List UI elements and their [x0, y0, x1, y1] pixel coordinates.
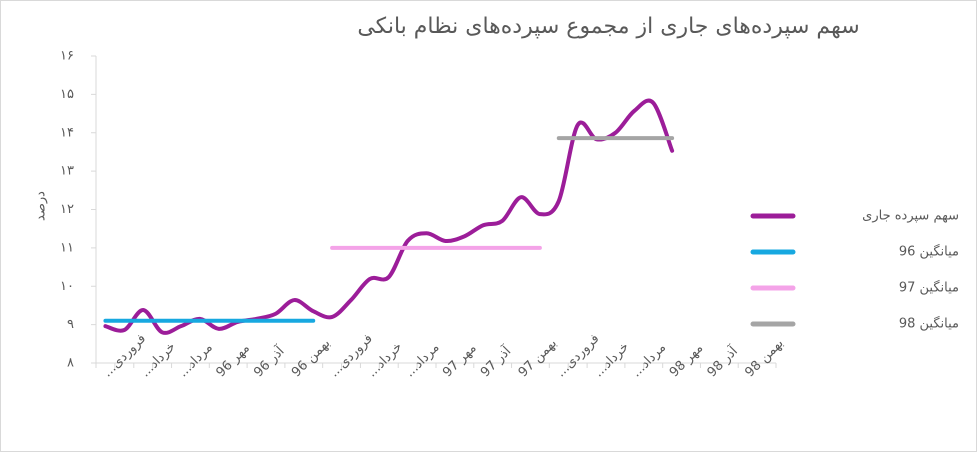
y-tick-label: ۱۰	[60, 279, 74, 294]
y-tick-label: ۸	[67, 356, 74, 371]
y-tick-label: ۱۶	[60, 49, 74, 64]
x-tick-label: آذر 97	[477, 342, 516, 381]
x-tick-label: آذر 96	[250, 342, 289, 381]
x-tick-label: مهر 98	[667, 341, 706, 380]
y-tick-label: ۱۵	[60, 87, 74, 102]
x-tick-label: آذر 98	[703, 342, 742, 381]
y-tick-label: ۱۱	[60, 240, 74, 255]
x-tick-label: بهمن 97	[516, 336, 560, 380]
x-tick-label: مهر 96	[213, 341, 252, 380]
legend-label: سهم سپرده جاری	[862, 209, 959, 224]
y-tick-label: ۱۲	[60, 202, 74, 217]
x-tick-label: مرداد...	[402, 340, 442, 380]
legend-label: میانگین 97	[899, 280, 959, 296]
x-tick-label: بهمن 96	[289, 336, 333, 380]
y-tick-label: ۱۴	[60, 125, 74, 140]
legend-label: میانگین 98	[899, 316, 959, 332]
x-tick-label: مرداد...	[629, 340, 669, 380]
series-line	[103, 98, 675, 335]
x-tick-label: بهمن 98	[742, 336, 786, 380]
legend-label: میانگین 96	[899, 244, 959, 260]
y-tick-label: ۱۳	[60, 164, 74, 179]
y-axis-label: درصد	[34, 191, 49, 221]
y-tick-label: ۹	[67, 317, 74, 332]
x-tick-label: مرداد...	[176, 340, 216, 380]
chart-title: سهم سپرده‌های جاری از مجموع سپرده‌های نظ…	[357, 14, 860, 39]
x-tick-label: مهر 97	[440, 341, 479, 380]
